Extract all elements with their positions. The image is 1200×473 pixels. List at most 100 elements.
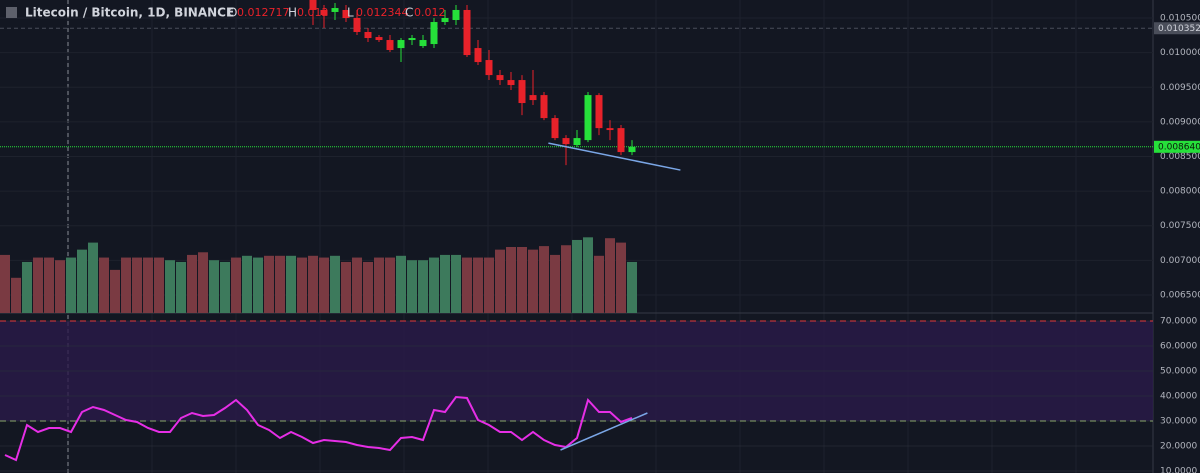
volume-bar xyxy=(110,269,120,313)
candle-body xyxy=(375,37,383,41)
y-tick-label: 0.007500 xyxy=(1160,221,1200,231)
volume-bar xyxy=(77,249,87,313)
volume-bar xyxy=(220,261,230,313)
volume-bar xyxy=(462,257,472,313)
y-tick-label: 0.010000 xyxy=(1160,48,1200,58)
trendline xyxy=(548,142,681,171)
y-tick-label: 40.0000 xyxy=(1160,392,1197,402)
volume-bar xyxy=(297,257,307,313)
ohlc-value: 0.012 xyxy=(414,6,446,19)
candle-body xyxy=(606,128,614,131)
candle-body xyxy=(386,40,394,50)
volume-bar xyxy=(407,260,417,313)
y-tick-label: 30.0000 xyxy=(1160,417,1197,427)
volume-bar xyxy=(539,246,549,313)
y-tick-label: 0.008500 xyxy=(1160,152,1200,162)
volume-bar xyxy=(0,254,10,313)
candle-body xyxy=(408,38,416,41)
candle-body xyxy=(584,95,592,141)
volume-bar xyxy=(451,254,461,313)
ohlc-value: 0.012344 xyxy=(356,6,409,19)
candle-body xyxy=(353,18,361,32)
volume-bar xyxy=(143,257,153,313)
y-tick-label: 0.008000 xyxy=(1160,187,1200,197)
candle-body xyxy=(320,9,328,16)
volume-bar xyxy=(330,255,340,313)
volume-bar xyxy=(484,257,494,313)
volume-bar xyxy=(583,237,593,313)
candle-body xyxy=(617,128,625,153)
volume-bar xyxy=(440,254,450,313)
ohlc-value: 0.012 xyxy=(297,6,329,19)
volume-bar xyxy=(506,247,516,313)
volume-bar xyxy=(517,247,527,313)
volume-bar xyxy=(528,249,538,313)
candle-body xyxy=(496,75,504,81)
candle-body xyxy=(441,18,449,23)
price-label-box xyxy=(1154,140,1200,153)
volume-bar xyxy=(99,257,109,313)
candle-body xyxy=(419,40,427,47)
volume-bar xyxy=(308,255,318,313)
volume-bar xyxy=(616,242,626,313)
volume-bar xyxy=(33,257,43,313)
ohlc-key: L xyxy=(347,6,354,20)
y-tick-label: 20.0000 xyxy=(1160,442,1197,452)
y-tick-label: 0.009500 xyxy=(1160,83,1200,93)
trendline xyxy=(560,412,648,451)
volume-bar xyxy=(352,257,362,313)
volume-bar xyxy=(176,261,186,313)
candle-body xyxy=(364,31,372,39)
volume-bar xyxy=(473,257,483,313)
volume-bar xyxy=(319,257,329,313)
y-tick-label: 60.0000 xyxy=(1160,342,1197,352)
volume-bar xyxy=(341,261,351,313)
rsi-line xyxy=(4,395,633,462)
candle-body xyxy=(540,95,548,119)
volume-bar xyxy=(187,254,197,313)
volume-bar xyxy=(627,261,637,313)
volume-bar xyxy=(572,239,582,313)
volume-bar xyxy=(44,257,54,313)
price-label: 0.008640 xyxy=(1158,142,1200,152)
volume-bar xyxy=(132,257,142,313)
volume-bar xyxy=(385,257,395,313)
volume-bar xyxy=(231,257,241,313)
volume-bar xyxy=(209,260,219,313)
volume-bar xyxy=(198,252,208,313)
y-tick-label: 10.0000 xyxy=(1160,467,1197,473)
ohlc-key: H xyxy=(288,6,297,20)
y-tick-label: 50.0000 xyxy=(1160,367,1197,377)
volume-bar xyxy=(605,238,615,313)
candle-body xyxy=(628,146,636,153)
ohlc-key: O xyxy=(228,6,237,20)
volume-bar xyxy=(121,257,131,313)
ohlc-value: 0.012717 xyxy=(237,6,290,19)
y-tick-label: 0.006500 xyxy=(1160,290,1200,300)
candle-body xyxy=(507,80,515,86)
volume-bar xyxy=(275,255,285,313)
y-tick-label: 70.0000 xyxy=(1160,317,1197,327)
volume-bar xyxy=(396,255,406,313)
volume-bar xyxy=(286,255,296,313)
volume-bar xyxy=(253,257,263,313)
volume-bar xyxy=(22,261,32,313)
candle-body xyxy=(474,48,482,63)
candle-body xyxy=(529,95,537,101)
y-tick-label: 0.010500 xyxy=(1160,14,1200,24)
volume-bar xyxy=(561,245,571,313)
volume-bar xyxy=(165,260,175,313)
volume-bar xyxy=(242,255,252,313)
ohlc-key: C xyxy=(405,6,413,20)
candle-body xyxy=(463,9,471,56)
candle-body xyxy=(573,138,581,146)
y-tick-label: 0.007000 xyxy=(1160,256,1200,266)
volume-bar xyxy=(154,257,164,313)
symbol-icon xyxy=(6,7,17,18)
candle-body xyxy=(518,80,526,104)
candle-body xyxy=(452,9,460,21)
volume-bar xyxy=(11,277,21,313)
volume-bar xyxy=(55,260,65,313)
volume-bar xyxy=(495,249,505,313)
